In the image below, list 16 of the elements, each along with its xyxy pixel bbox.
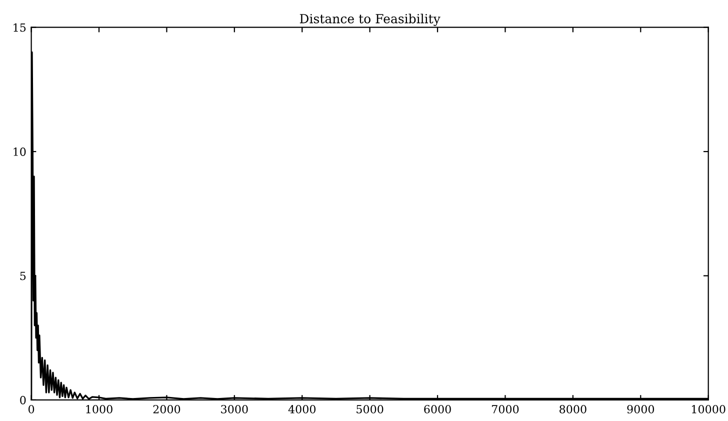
chart-title: Distance to Feasibility xyxy=(300,14,440,26)
x-tick-label: 10000 xyxy=(692,405,726,414)
x-tick-label: 7000 xyxy=(492,405,519,414)
x-tick-label: 6000 xyxy=(424,405,451,414)
x-tick-label: 2000 xyxy=(153,405,180,414)
x-tick-label: 1000 xyxy=(86,405,112,414)
x-tick-label: 4000 xyxy=(288,405,316,414)
y-tick-label: 10 xyxy=(14,148,26,156)
x-tick-label: 0 xyxy=(28,405,34,414)
y-tick-label: 5 xyxy=(20,272,26,280)
y-tick-label: 15 xyxy=(14,23,26,32)
x-tick-label: 3000 xyxy=(221,405,248,414)
x-tick-label: 9000 xyxy=(627,405,654,414)
x-tick-label: 5000 xyxy=(356,405,384,414)
x-tick-label: 8000 xyxy=(560,405,586,414)
y-tick-label: 0 xyxy=(20,396,26,404)
